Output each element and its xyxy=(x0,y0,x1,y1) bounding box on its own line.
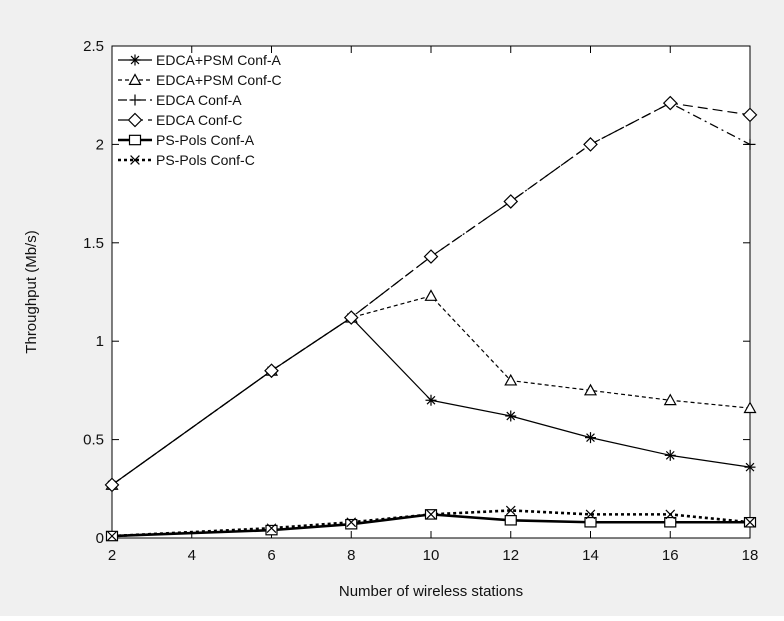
x-axis-title: Number of wireless stations xyxy=(339,583,523,600)
data-point xyxy=(345,518,358,530)
x-tick-label: 10 xyxy=(423,547,440,564)
data-point xyxy=(744,461,756,473)
data-point xyxy=(663,393,677,406)
data-point xyxy=(585,432,596,444)
series-layer xyxy=(104,95,758,542)
data-point xyxy=(265,524,278,536)
data-point xyxy=(504,515,517,526)
legend-marker xyxy=(128,134,142,146)
legend-label: EDCA Conf-A xyxy=(156,92,242,108)
y-tick-label: 0 xyxy=(96,530,104,547)
x-tick-label: 16 xyxy=(662,547,679,564)
data-point xyxy=(583,383,598,396)
series-markers xyxy=(107,505,755,541)
data-point xyxy=(264,363,279,379)
x-tick-label: 14 xyxy=(582,547,599,564)
data-point xyxy=(346,517,357,528)
data-point xyxy=(343,310,359,325)
data-point xyxy=(107,531,117,541)
data-point xyxy=(504,373,518,386)
data-point xyxy=(266,523,277,533)
data-point xyxy=(664,449,676,461)
legend-label: EDCA+PSM Conf-C xyxy=(156,72,282,88)
data-point xyxy=(425,394,437,406)
legend-marker xyxy=(129,94,141,106)
data-point xyxy=(423,249,439,264)
x-tick-label: 8 xyxy=(347,547,355,564)
legend-marker xyxy=(128,73,142,86)
series-line xyxy=(111,102,751,486)
data-point xyxy=(424,289,438,301)
data-point xyxy=(583,137,598,152)
legend-marker xyxy=(130,155,140,165)
x-tick-label: 18 xyxy=(742,547,759,564)
legend-marker xyxy=(127,112,143,128)
data-point xyxy=(662,95,678,111)
series-markers xyxy=(104,95,758,493)
legend-label: EDCA Conf-C xyxy=(156,112,242,128)
data-point xyxy=(505,505,516,516)
legend-label: EDCA+PSM Conf-A xyxy=(156,52,282,68)
y-tick-label: 2 xyxy=(96,136,104,153)
y-tick-label: 2.5 xyxy=(83,38,104,55)
ticks-layer: 2 4 6 8 10 12 14 16 18 0 0.5 1 1.5 2 2.5 xyxy=(83,38,758,564)
data-point xyxy=(743,401,757,414)
x-tick-label: 6 xyxy=(267,547,275,564)
data-point xyxy=(742,107,758,123)
series-line xyxy=(111,513,750,538)
y-axis-title: Throughput (Mb/s) xyxy=(23,230,40,353)
y-tick-label: 0.5 xyxy=(83,432,104,449)
x-tick-label: 12 xyxy=(502,547,519,564)
legend-label: PS-Pols Conf-C xyxy=(156,152,255,168)
data-point xyxy=(426,509,436,520)
x-tick-label: 2 xyxy=(108,547,116,564)
data-point xyxy=(505,410,517,422)
data-point xyxy=(664,516,677,528)
legend: EDCA+PSM Conf-A EDCA+PSM Conf-C EDCA Conf-… xyxy=(118,52,282,168)
data-point xyxy=(584,516,597,528)
data-point xyxy=(104,477,120,493)
x-tick-label: 4 xyxy=(188,547,196,564)
data-point xyxy=(665,509,676,520)
legend-label: PS-Pols Conf-A xyxy=(156,132,255,148)
data-point xyxy=(745,517,755,528)
data-point xyxy=(585,509,596,520)
data-point xyxy=(503,194,519,209)
legend-marker xyxy=(129,54,141,66)
y-tick-label: 1 xyxy=(96,333,104,350)
y-tick-label: 1.5 xyxy=(83,235,104,252)
data-point xyxy=(744,138,756,150)
